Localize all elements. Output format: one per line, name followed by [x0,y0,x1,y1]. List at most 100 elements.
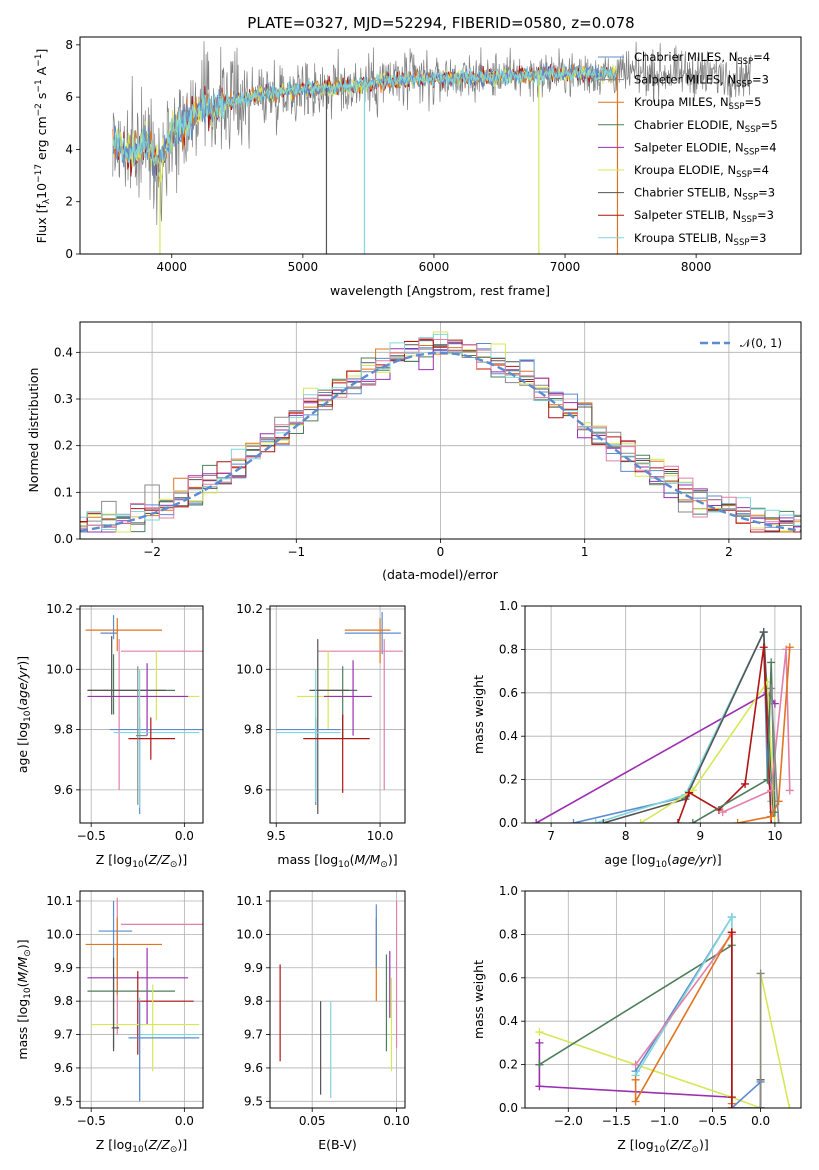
y-tick-label: 0.0 [499,1101,518,1115]
plot-area-mass-vs-ebv [279,901,398,1098]
x-axis-label: age [log10(age/yr)] [604,852,721,870]
legend-entry: Salpeter STELIB, NSSP=3 [634,208,774,225]
x-axis-label: (data-model)/error [382,567,499,582]
legend-text: Kroupa ELODIE, N [634,163,736,177]
mass-weight-line [722,649,791,813]
label-part: 10 [34,183,49,199]
label-part: ⊙ [380,860,388,870]
mass-weight-line [573,631,776,823]
axes-age-vs-Z: −0.5 0.09.69.810.010.2Z [log10(Z/Z⊙)]age … [15,602,204,870]
label-part: 10 [654,1145,666,1155]
mass-weight-marker [785,1104,794,1108]
label-part: )] [388,852,398,867]
label-part: Flux [f [34,204,49,244]
x-tick-label: 10 [767,829,782,843]
label-part: ⊙ [691,1145,699,1155]
label-part: )] [699,1137,709,1152]
mass-weight-marker [763,775,772,784]
plot-layer: 4000 5000 6000 7000 8000 0 2 4 6 8 Chabrier MILES,… [15,36,802,1155]
label-part: )] [177,852,187,867]
axes-frame [79,605,204,824]
y-tick-label: 9.5 [54,1094,73,1108]
plot-area-mass-vs-Z [85,897,203,1102]
y-tick-label: 10.1 [236,894,263,908]
label-part: ⊙ [170,860,178,870]
label-part: 10 [23,710,33,722]
label-part: Z/Z [148,1137,171,1152]
mass-weight-marker [569,819,578,823]
y-tick-label: 0.4 [499,1014,518,1028]
y-tick-label: 0.2 [54,439,73,453]
legend-suffix: =5 [744,95,761,109]
mass-weight-marker [673,819,682,823]
legend-suffix: =3 [749,231,766,245]
legend-suffix: =3 [757,208,774,222]
label-part: 10 [656,860,668,870]
plot-area-mass-weight-vs-Z [535,913,794,1108]
y-tick-label: 0.8 [499,642,518,656]
legend-suffix: =5 [761,118,778,132]
x-tick-label: −2.0 [554,1114,583,1128]
x-tick-label: 7000 [550,260,581,274]
legend-text: Kroupa STELIB, N [634,231,734,245]
label-part: ( [144,852,149,867]
label-part: M/M [15,956,30,982]
label-part: 10 [132,1145,144,1155]
figure-title: PLATE=0327, MJD=52294, FIBERID=0580, z=0… [247,14,634,32]
legend-suffix: =4 [753,50,770,64]
label-part: ⊙ [170,1145,178,1155]
label-part: ] [34,49,49,54]
axes-mass-weight-vs-Z: −2.0 −1.5 −1.0 −0.5 0.0 0.0 0.2 0.4 0.6 0.8 1.0 Z [… [471,884,802,1155]
y-tick-label: 9.6 [54,1061,73,1075]
label-part: ( [350,852,355,867]
mass-weight-marker [591,819,600,823]
axes-frame [524,605,802,824]
x-axis-label: E(B-V) [318,1137,357,1152]
label-part: age [log [15,722,30,773]
legend-entry: Salpeter ELODIE, NSSP=4 [634,140,777,157]
x-tick-label: 4000 [156,260,187,274]
mass-weight-line [539,973,791,1108]
mass-weight-line [640,679,776,823]
mass-weight-marker [532,819,541,823]
x-axis-label: mass [log10(M/M⊙)] [277,852,397,870]
mass-weight-line [634,914,762,1108]
mass-weight-line [677,647,772,823]
x-tick-label: 8 [622,829,630,843]
mass-weight-marker [631,1060,640,1069]
mass-weight-marker [599,819,608,823]
mass-weight-line [737,647,791,823]
x-tick-label: 0.0 [751,1114,770,1128]
mass-weight-marker [767,658,776,667]
legend-sub: SSP [729,102,745,112]
y-tick-label: 0.4 [54,345,73,359]
legend-entry: Chabrier ELODIE, NSSP=5 [634,118,778,135]
grid-mass-weight-vs-Z [525,890,801,1109]
mass-weight-marker [759,643,768,652]
y-tick-label: 9.8 [244,994,263,1008]
legend-sub: SSP [734,238,750,248]
x-tick-label: 0.10 [383,1114,410,1128]
x-tick-label: 2 [725,545,733,559]
grid-age-vs-Z [80,606,203,823]
legend-sub: SSP [737,57,753,67]
plot-area-age-vs-Z [85,615,203,814]
x-tick-label: 5000 [288,260,319,274]
residual-histogram-step [80,333,801,530]
plot-area-spectrum [112,41,752,254]
y-tick-label: 9.9 [54,961,73,975]
x-tick-label: 0 [437,545,445,559]
mass-weight-marker [685,788,694,797]
y-tick-label: 9.9 [244,961,263,975]
y-tick-label: 0.0 [499,816,518,830]
mass-weight-marker [631,1075,640,1084]
legend-entry: Chabrier STELIB, NSSP=3 [634,186,775,203]
mass-weight-marker [767,684,776,693]
residual-histogram-step [80,331,801,533]
label-part: Z/Z [148,852,171,867]
y-tick-label: 9.6 [54,783,73,797]
x-axis-label: Z [log10(Z/Z⊙)] [96,1137,187,1155]
label-part: )] [712,852,722,867]
y-tick-label: 0.6 [499,686,518,700]
